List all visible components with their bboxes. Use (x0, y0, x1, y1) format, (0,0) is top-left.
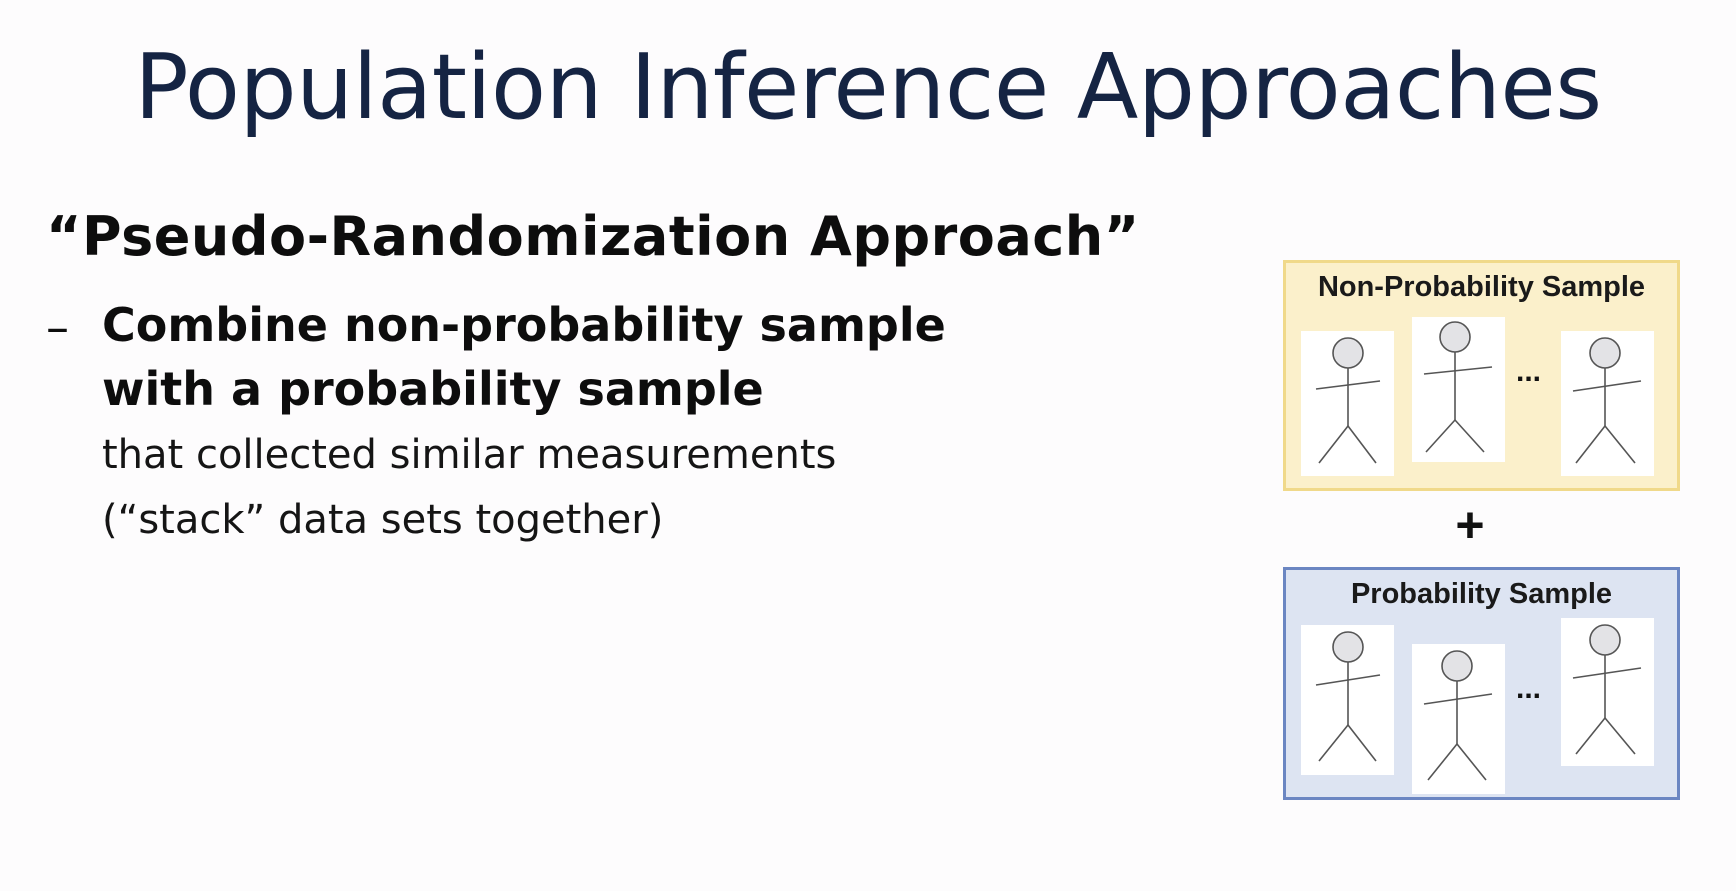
stick-figure-icon (1561, 331, 1654, 476)
non-probability-sample-box: Non-Probability Sample ... (1283, 260, 1680, 491)
stick-figure-icon (1412, 317, 1505, 462)
non-probability-sample-label: Non-Probability Sample (1317, 271, 1646, 303)
stick-figure-icon (1301, 625, 1394, 775)
bullet-text-line-4: (“stack” data sets together) (102, 497, 664, 543)
bullet-bold-line-2: with a probability sample (102, 362, 764, 416)
approach-heading: “Pseudo-Randomization Approach” (46, 205, 1140, 268)
bullet-marker: – (46, 300, 69, 354)
stick-figure-icon (1301, 331, 1394, 476)
probability-sample-box: Probability Sample ... (1283, 567, 1680, 800)
slide-title: Population Inference Approaches (134, 35, 1602, 140)
ellipsis: ... (1516, 672, 1542, 705)
plus-sign: + (1455, 497, 1485, 553)
probability-sample-label: Probability Sample (1350, 578, 1613, 610)
stick-figure-icon (1412, 644, 1505, 794)
stick-figure-icon (1561, 618, 1654, 766)
ellipsis: ... (1516, 355, 1542, 388)
bullet-bold-line-1: Combine non-probability sample (102, 298, 946, 352)
bullet-text-line-3: that collected similar measurements (102, 432, 837, 478)
